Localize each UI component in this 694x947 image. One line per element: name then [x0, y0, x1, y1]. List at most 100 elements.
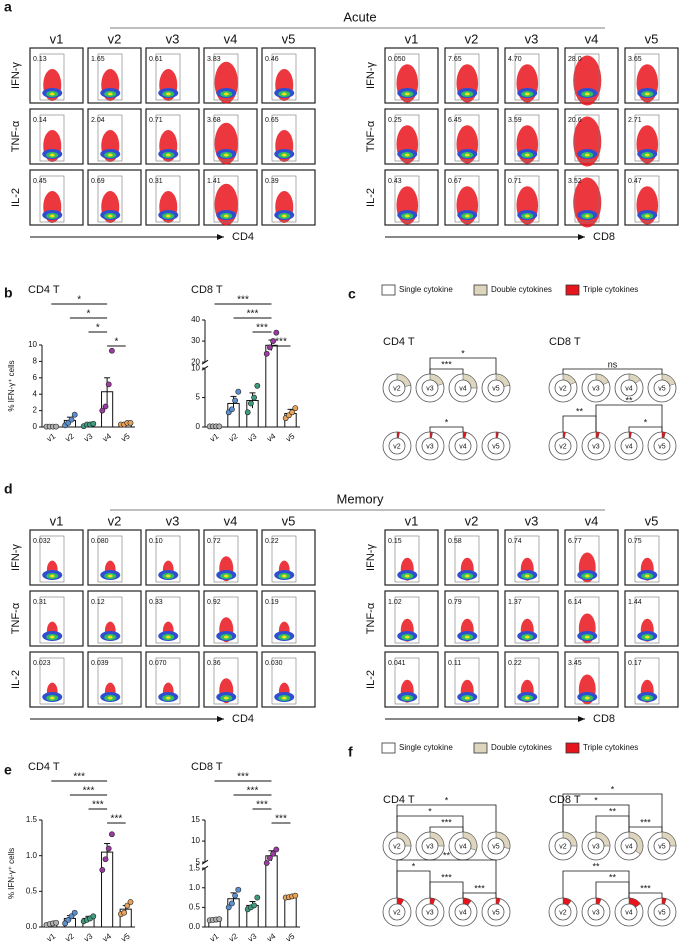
row-label: IL-2: [365, 188, 377, 207]
gate: [514, 53, 540, 101]
event-core: [644, 92, 650, 96]
data-point: [65, 916, 72, 923]
flow-plot: 0.25: [384, 108, 439, 165]
significance-bracket: [628, 892, 663, 898]
data-point: [232, 892, 238, 899]
row-label: IFN-γ: [10, 62, 22, 89]
row-label: TNF-α: [10, 602, 22, 634]
significance-label: *: [644, 417, 648, 427]
flow-plot: 1.41: [203, 169, 258, 226]
flow-plot: 0.45: [29, 169, 84, 226]
flow-plot: 7.65: [444, 47, 499, 104]
data-point: [244, 409, 251, 416]
event-core: [165, 214, 171, 218]
chart-title: CD8 T: [549, 336, 581, 348]
donut-hole: [487, 903, 505, 921]
y-tick-label: 5: [196, 393, 201, 402]
flow-plot: 0.36: [203, 651, 258, 708]
gate: [155, 175, 181, 223]
gate: [97, 53, 123, 101]
flow-plot: 0.67: [444, 169, 499, 226]
chart-title: CD4 T: [28, 284, 60, 296]
flow-plot: 6.77: [564, 529, 619, 586]
data-point: [124, 902, 131, 909]
flow-plot: 1.37: [504, 590, 559, 647]
significance-label: ns: [608, 359, 618, 369]
y-tick-label: 10: [28, 340, 37, 349]
donut-hole: [421, 903, 439, 921]
flow-plot: 6.45: [444, 108, 499, 165]
event-core: [404, 214, 410, 218]
event-core: [107, 153, 113, 157]
event-core: [584, 574, 590, 578]
event-core: [464, 696, 470, 700]
column-header: v1: [405, 513, 419, 528]
event-core: [281, 214, 287, 218]
gate: [394, 53, 420, 101]
significance-label: **: [625, 395, 633, 405]
column-header: v4: [585, 513, 599, 528]
gate-value: 6.45: [448, 117, 462, 124]
gate-value: 0.39: [265, 178, 279, 185]
flow-plot: 0.12: [87, 590, 142, 647]
gate: [454, 53, 480, 101]
y-tick-label: 0.0: [26, 922, 38, 931]
gate-value: 0.45: [33, 178, 47, 185]
axis-label: CD8: [593, 231, 615, 243]
donut-label: v2: [559, 909, 567, 916]
significance-label: ***: [474, 883, 485, 893]
gate: [271, 175, 297, 223]
data-point: [266, 855, 273, 861]
y-tick-label: 20: [191, 357, 200, 366]
event-core: [107, 574, 113, 578]
gate-value: 0.12: [91, 599, 105, 606]
event-core: [165, 92, 171, 96]
data-point: [99, 407, 106, 414]
gate-value: 0.79: [448, 599, 462, 606]
x-tick-label: v4: [101, 431, 114, 444]
flow-plot: 0.080: [87, 529, 142, 586]
donut-label: v4: [459, 843, 467, 850]
x-tick-label: v4: [265, 431, 278, 444]
x-tick-label: v1: [45, 431, 58, 444]
event-core: [464, 214, 470, 218]
data-point: [90, 913, 97, 920]
axis-label: CD4: [232, 713, 254, 725]
gate: [39, 53, 65, 101]
gate-value: 0.36: [207, 660, 221, 667]
event-core: [524, 574, 530, 578]
gate: [574, 596, 600, 644]
donut-hole: [388, 437, 406, 455]
event-core: [49, 214, 55, 218]
gate-value: 0.71: [508, 178, 522, 185]
donut-label: v5: [492, 385, 500, 392]
donut-hole: [487, 837, 505, 855]
donut-label: v5: [658, 443, 666, 450]
gate-value: 0.61: [149, 56, 163, 63]
flow-plot: 0.39: [261, 169, 316, 226]
event-core: [223, 574, 229, 578]
event-core: [165, 635, 171, 639]
x-tick-label: v3: [246, 431, 259, 444]
data-point: [251, 394, 257, 401]
donut-label: v5: [658, 843, 666, 850]
donut-hole: [388, 379, 406, 397]
bar: [284, 896, 297, 928]
flow-plot: 2.04: [87, 108, 142, 165]
legend-swatch: [473, 284, 488, 296]
significance-label: *: [594, 795, 598, 805]
gate: [271, 657, 297, 705]
event-core: [49, 153, 55, 157]
event-core: [281, 153, 287, 157]
bar: [265, 344, 278, 428]
event-core: [644, 153, 650, 157]
gate: [514, 657, 540, 705]
donut-label: v4: [625, 385, 633, 392]
gate: [394, 175, 420, 223]
gate: [213, 657, 239, 705]
chart-title: CD8 T: [191, 284, 223, 296]
data-point: [263, 350, 270, 357]
gate: [213, 596, 239, 644]
significance-label: ***: [256, 800, 268, 811]
significance-label: ***: [441, 359, 452, 369]
